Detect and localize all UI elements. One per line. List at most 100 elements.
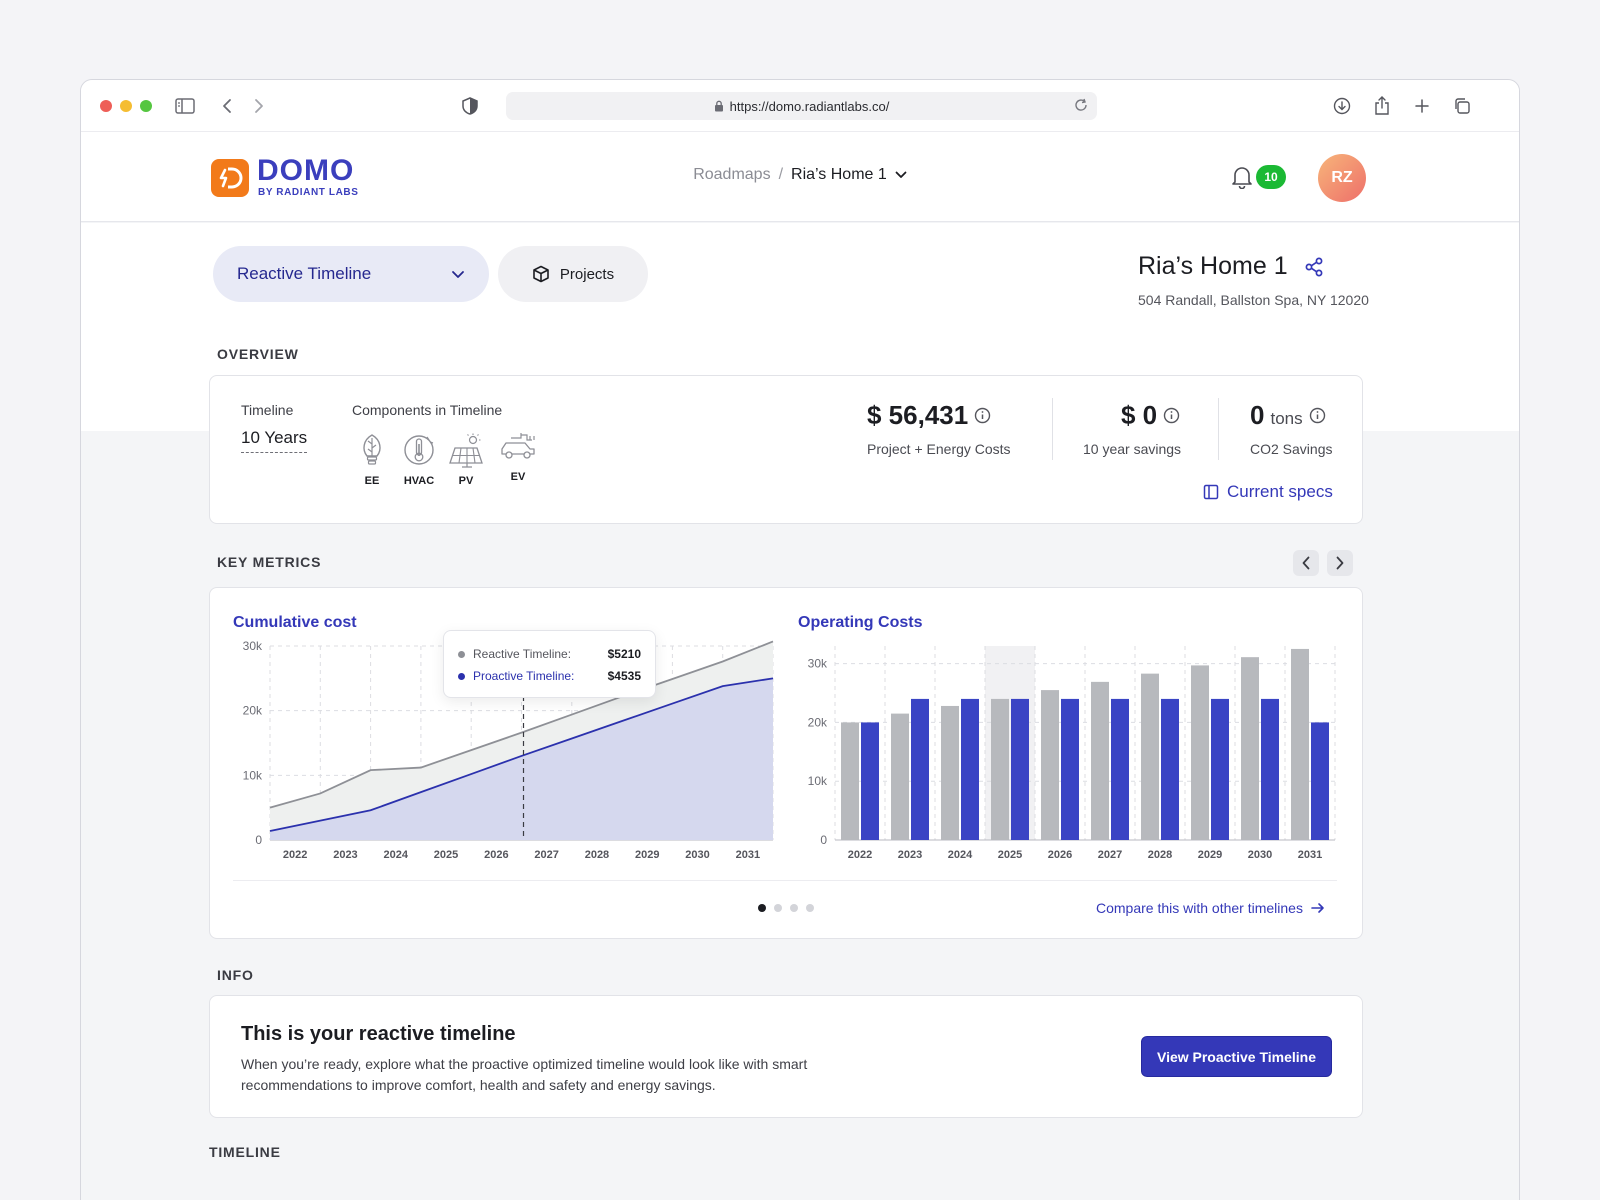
bell-icon[interactable]: [1231, 165, 1253, 189]
user-avatar[interactable]: RZ: [1318, 154, 1366, 202]
carousel-dot[interactable]: [790, 904, 798, 912]
legend-dot-reactive: [458, 650, 465, 658]
y-tick-label: 30k: [243, 639, 263, 653]
x-tick-label: 2022: [848, 849, 872, 861]
reactive-bar: [1141, 673, 1159, 840]
component-label: EV: [510, 471, 526, 483]
info-icon[interactable]: [974, 407, 991, 424]
info-icon[interactable]: [1309, 407, 1326, 424]
current-specs-label: Current specs: [1227, 482, 1333, 501]
logo-subtitle: BY RADIANT LABS: [258, 187, 359, 198]
timeline-select-value: Reactive Timeline: [237, 264, 372, 283]
stat-divider: [1052, 398, 1053, 460]
carousel-dots: [758, 904, 814, 912]
back-icon[interactable]: [215, 94, 239, 118]
carousel-dot[interactable]: [758, 904, 766, 912]
x-tick-label: 2030: [1248, 849, 1272, 861]
proactive-bar: [861, 722, 879, 840]
stat-value-text: $ 56,431: [867, 400, 969, 430]
proactive-bar: [1011, 698, 1029, 840]
close-window-button[interactable]: [100, 100, 112, 112]
y-tick-label: 10k: [808, 774, 828, 788]
info-description: When you’re ready, explore what the proa…: [241, 1056, 808, 1093]
solar-panel-icon: [449, 433, 483, 468]
app-header: DOMO BY RADIANT LABS Roadmaps / Ria’s Ho…: [81, 132, 1519, 222]
proactive-bar: [1061, 698, 1079, 840]
proactive-area: [270, 678, 773, 840]
arrow-right-icon: [1311, 903, 1324, 913]
key-metrics-section-label: KEY METRICS: [217, 554, 322, 570]
breadcrumb-current-label: Ria’s Home 1: [791, 166, 887, 183]
x-tick-label: 2028: [1148, 849, 1172, 861]
component-ee[interactable]: EE: [348, 432, 396, 487]
reactive-bar: [1241, 657, 1259, 840]
address-bar[interactable]: https://domo.radiantlabs.co/: [506, 92, 1097, 120]
cumulative-cost-title: Cumulative cost: [233, 614, 357, 631]
browser-toolbar: https://domo.radiantlabs.co/: [81, 80, 1519, 132]
info-card: This is your reactive timeline When you’…: [209, 995, 1363, 1118]
x-tick-label: 2031: [1298, 849, 1322, 861]
privacy-shield-icon[interactable]: [458, 94, 482, 118]
x-tick-label: 2027: [1098, 849, 1122, 861]
component-hvac[interactable]: HVAC: [395, 432, 443, 487]
carousel-dot[interactable]: [774, 904, 782, 912]
logo-wordmark[interactable]: DOMO: [257, 154, 355, 187]
overview-section-label: OVERVIEW: [217, 346, 299, 362]
y-tick-label: 0: [255, 833, 262, 847]
proactive-bar: [1111, 698, 1129, 840]
chevron-right-icon: [1336, 556, 1344, 570]
notification-count-badge[interactable]: 10: [1256, 165, 1286, 189]
new-tab-icon[interactable]: [1410, 94, 1434, 118]
chevron-down-icon: [452, 270, 464, 278]
info-icon[interactable]: [1163, 407, 1180, 424]
panel-icon: [1203, 484, 1219, 500]
metrics-prev-button[interactable]: [1293, 550, 1319, 576]
zoom-window-button[interactable]: [140, 100, 152, 112]
x-tick-label: 2024: [948, 849, 973, 861]
x-tick-label: 2027: [534, 849, 558, 861]
compare-timelines-label: Compare this with other timelines: [1096, 900, 1303, 916]
proactive-bar: [911, 698, 929, 840]
tooltip-value: $5210: [607, 647, 641, 661]
proactive-bar: [1261, 698, 1279, 840]
minimize-window-button[interactable]: [120, 100, 132, 112]
browser-window: https://domo.radiantlabs.co/ DOMO BY RAD…: [80, 79, 1520, 1200]
x-tick-label: 2029: [635, 849, 659, 861]
metrics-next-button[interactable]: [1327, 550, 1353, 576]
timeline-select-dropdown[interactable]: Reactive Timeline: [213, 246, 489, 302]
home-title-text: Ria’s Home 1: [1138, 252, 1288, 280]
component-label: HVAC: [403, 475, 435, 487]
tooltip-series-name: Proactive Timeline:: [473, 669, 575, 683]
x-tick-label: 2023: [333, 849, 357, 861]
breadcrumb-roadmaps-link[interactable]: Roadmaps: [693, 166, 771, 183]
proactive-bar: [1161, 698, 1179, 840]
compare-timelines-link[interactable]: Compare this with other timelines: [1096, 900, 1325, 916]
timeline-section-label: TIMELINE: [209, 1144, 281, 1160]
operating-costs-title: Operating Costs: [798, 614, 923, 631]
component-ev[interactable]: EV: [494, 430, 542, 483]
domo-logo-icon[interactable]: [211, 159, 249, 197]
co2-savings-value: 0 tons: [1250, 400, 1326, 431]
reload-icon[interactable]: [1073, 97, 1089, 113]
share-nodes-icon[interactable]: [1304, 257, 1324, 277]
breadcrumb-home-dropdown[interactable]: Ria’s Home 1: [791, 166, 907, 184]
tab-overview-icon[interactable]: [1450, 94, 1474, 118]
operating-costs-chart[interactable]: 0 10k 20k 30k 2022 2023 2024 2025 2026 2027 2028 20…: [790, 588, 1360, 878]
carousel-dot[interactable]: [806, 904, 814, 912]
timeline-value[interactable]: 10 Years: [241, 428, 308, 447]
download-icon[interactable]: [1330, 94, 1354, 118]
reactive-bar: [1191, 665, 1209, 840]
stat-unit-text: tons: [1270, 409, 1303, 428]
projects-button[interactable]: Projects: [498, 246, 648, 302]
current-specs-link[interactable]: Current specs: [1203, 482, 1333, 502]
x-tick-label: 2025: [434, 849, 458, 861]
forward-icon[interactable]: [247, 94, 271, 118]
sidebar-toggle-icon[interactable]: [173, 94, 197, 118]
ev-car-icon: [501, 433, 535, 459]
share-icon[interactable]: [1370, 94, 1394, 118]
info-title: This is your reactive timeline: [241, 1023, 516, 1045]
proactive-bar: [1211, 698, 1229, 840]
cube-icon: [533, 265, 549, 283]
view-proactive-timeline-button[interactable]: View Proactive Timeline: [1141, 1036, 1332, 1077]
component-pv[interactable]: PV: [442, 432, 490, 487]
